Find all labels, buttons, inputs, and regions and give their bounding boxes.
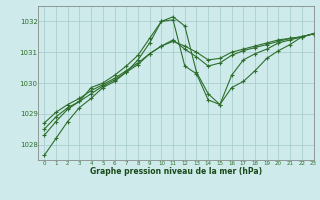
X-axis label: Graphe pression niveau de la mer (hPa): Graphe pression niveau de la mer (hPa)	[90, 167, 262, 176]
